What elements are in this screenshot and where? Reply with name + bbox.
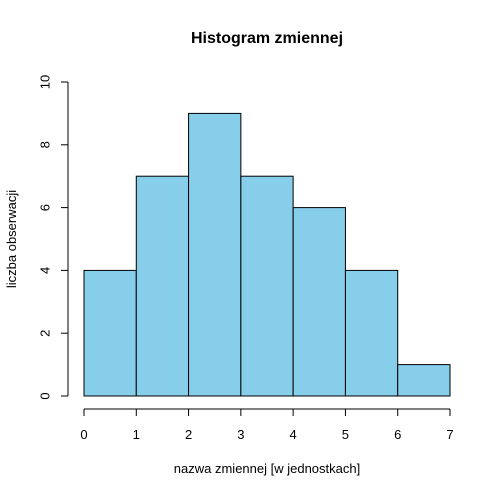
histogram-bar-3 <box>240 175 294 397</box>
histogram-bar-4 <box>292 207 346 397</box>
histogram-bar-1 <box>135 175 190 397</box>
y-axis: 0 2 4 6 8 10 <box>37 75 69 400</box>
y-tick-label-5: 10 <box>37 75 52 89</box>
histogram-bar-2 <box>188 112 242 397</box>
histogram-bar-0 <box>83 269 137 397</box>
y-tick-label-1: 2 <box>37 330 52 337</box>
histogram-bars <box>83 112 451 397</box>
x-tick-label-7: 7 <box>446 427 453 442</box>
histogram-bar-6 <box>397 364 451 397</box>
x-axis-label: nazwa zmiennej [w jednostkach] <box>174 461 360 476</box>
x-tick-label-4: 4 <box>290 427 297 442</box>
x-tick-label-2: 2 <box>185 427 192 442</box>
x-tick-label-0: 0 <box>80 427 87 442</box>
chart-title: Histogram zmiennej <box>191 30 343 47</box>
x-tick-label-6: 6 <box>394 427 401 442</box>
x-tick-label-1: 1 <box>133 427 140 442</box>
y-tick-label-3: 6 <box>37 204 52 211</box>
y-axis-label: liczba obserwacji <box>4 190 19 288</box>
x-axis: 0 1 2 3 4 5 6 7 <box>80 408 454 442</box>
y-tick-label-0: 0 <box>37 392 52 399</box>
x-tick-label-5: 5 <box>342 427 349 442</box>
y-tick-label-4: 8 <box>37 141 52 148</box>
y-tick-label-2: 4 <box>37 267 52 274</box>
x-tick-label-3: 3 <box>237 427 244 442</box>
histogram-bar-5 <box>344 269 399 397</box>
